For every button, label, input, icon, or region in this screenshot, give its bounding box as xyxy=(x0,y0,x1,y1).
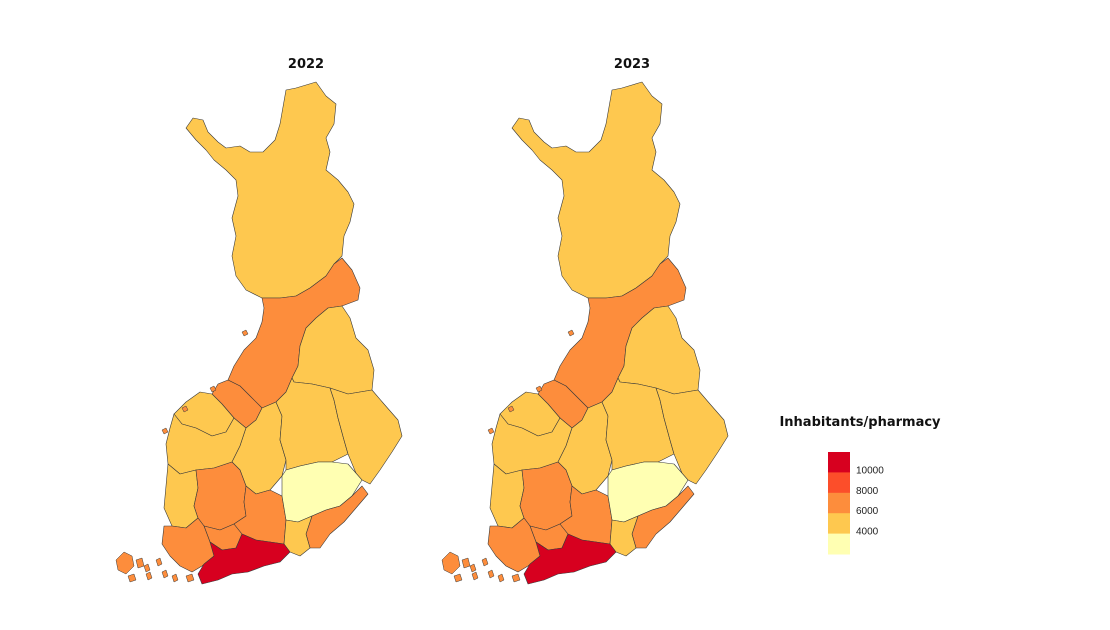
legend-label: 10000 xyxy=(856,465,884,476)
map-2023: 2023 xyxy=(441,57,729,585)
finland-map-2022 xyxy=(115,81,403,585)
region-pirkanmaa xyxy=(519,461,573,531)
legend-labels: 10000 8000 6000 4000 xyxy=(856,465,884,537)
region-aland xyxy=(441,551,479,583)
region-north-karelia xyxy=(655,387,729,485)
region-uusimaa xyxy=(197,533,291,585)
map-title-2022: 2022 xyxy=(288,57,324,72)
region-satakunta xyxy=(489,463,525,529)
map-2022: 2022 xyxy=(115,57,403,585)
region-lapland xyxy=(511,81,681,299)
archipelago-islets xyxy=(481,329,575,583)
legend-swatch xyxy=(828,513,850,535)
legend-swatch xyxy=(828,452,850,473)
finland-map-2023 xyxy=(441,81,729,585)
legend-color-scale xyxy=(828,452,850,555)
legend-title: Inhabitants/pharmacy xyxy=(779,415,941,430)
region-lapland xyxy=(185,81,355,299)
legend-label: 8000 xyxy=(856,486,879,497)
legend-label: 4000 xyxy=(856,527,879,538)
legend-swatch xyxy=(828,492,850,514)
archipelago-islets xyxy=(155,329,249,583)
legend-swatch xyxy=(828,472,850,494)
region-uusimaa xyxy=(523,533,617,585)
region-satakunta xyxy=(163,463,199,529)
legend: Inhabitants/pharmacy 10000 8000 6000 4000 xyxy=(779,415,941,555)
region-pirkanmaa xyxy=(193,461,247,531)
legend-swatch xyxy=(828,533,850,555)
region-north-karelia xyxy=(329,387,403,485)
map-title-2023: 2023 xyxy=(614,57,650,72)
region-aland xyxy=(115,551,153,583)
legend-label: 6000 xyxy=(856,506,879,517)
